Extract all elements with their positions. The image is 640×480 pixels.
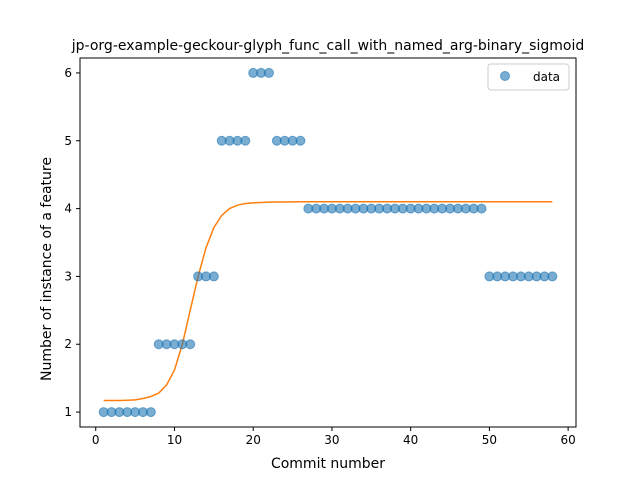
x-tick-label: 50 (482, 433, 497, 447)
legend-box (487, 63, 570, 91)
data-point (145, 407, 156, 418)
legend-marker-data (500, 71, 510, 81)
data-point (185, 339, 196, 350)
fit-line-layer (103, 201, 553, 402)
x-tick-label: 60 (560, 433, 575, 447)
x-tick-label: 40 (403, 433, 418, 447)
data-point (547, 271, 558, 282)
data-point (295, 135, 306, 146)
data-point (208, 271, 219, 282)
data-point (476, 203, 487, 214)
y-axis-ticks: 1 2 3 4 5 6 (64, 66, 80, 419)
plot-frame (79, 57, 577, 428)
data-points-layer (98, 67, 558, 418)
y-tick-label: 3 (64, 269, 72, 283)
x-tick-label: 10 (167, 433, 182, 447)
legend: data (487, 63, 570, 91)
legend-label-data: data (533, 70, 560, 84)
data-point (263, 67, 274, 78)
data-point (240, 135, 251, 146)
x-axis-ticks: 0 10 20 30 40 50 60 (92, 427, 576, 447)
x-tick-label: 20 (246, 433, 261, 447)
y-tick-label: 6 (64, 66, 72, 80)
x-tick-label: 0 (92, 433, 100, 447)
y-axis-label: Number of instance of a feature (39, 157, 55, 381)
y-tick-label: 5 (64, 134, 72, 148)
y-tick-label: 2 (64, 337, 72, 351)
y-tick-label: 1 (64, 405, 72, 419)
x-axis-label: Commit number (271, 456, 385, 472)
x-tick-label: 30 (324, 433, 339, 447)
chart-title: jp-org-example-geckour-glyph_func_call_w… (71, 38, 584, 54)
y-tick-label: 4 (64, 202, 72, 216)
fit-line (103, 201, 553, 402)
plot-area: 0 10 20 30 40 50 60 1 2 3 4 5 6 (64, 57, 577, 447)
